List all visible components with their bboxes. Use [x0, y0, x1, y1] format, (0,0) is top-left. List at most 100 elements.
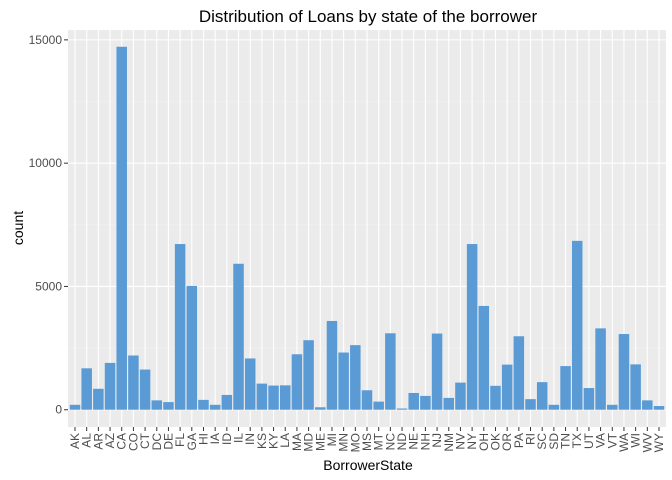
- bar-in: [244, 358, 256, 410]
- x-tick-label-md: MD: [302, 433, 316, 452]
- x-tick-label-ma: MA: [290, 433, 304, 451]
- y-tick-label: 10000: [29, 156, 63, 170]
- x-tick-label-mn: MN: [337, 433, 351, 452]
- x-tick-label-ia: IA: [208, 433, 222, 444]
- bar-mi: [326, 320, 338, 410]
- bar-sd: [548, 404, 560, 410]
- bar-ga: [186, 285, 198, 410]
- x-tick-label-ga: GA: [185, 433, 199, 450]
- x-tick-label-in: IN: [243, 433, 257, 445]
- x-tick-label-fl: FL: [173, 433, 187, 447]
- bar-ct: [139, 369, 151, 410]
- bar-ok: [490, 385, 501, 410]
- x-tick-label-oh: OH: [477, 433, 491, 451]
- y-axis-title: count: [10, 211, 26, 245]
- bar-me: [315, 407, 326, 410]
- x-tick-label-ca: CA: [115, 433, 129, 450]
- chart-title: Distribution of Loans by state of the bo…: [199, 7, 538, 26]
- bar-hi: [198, 399, 209, 410]
- x-tick-label-pa: PA: [512, 433, 526, 448]
- bar-ia: [209, 404, 221, 410]
- bars: [69, 46, 665, 410]
- bar-ma: [291, 354, 303, 410]
- bar-tx: [571, 240, 583, 410]
- x-tick-label-nc: NC: [383, 433, 397, 451]
- bar-de: [163, 402, 174, 410]
- x-tick-label-ri: RI: [524, 433, 538, 445]
- bar-ak: [69, 404, 81, 410]
- x-tick-label-ms: MS: [360, 433, 374, 451]
- x-tick-label-nj: NJ: [430, 433, 444, 448]
- bar-wi: [630, 364, 641, 410]
- x-tick-label-al: AL: [80, 433, 94, 448]
- x-tick-label-wi: WI: [629, 433, 643, 448]
- bar-mo: [350, 345, 361, 410]
- bar-oh: [478, 305, 490, 410]
- bar-id: [221, 394, 233, 410]
- bar-md: [303, 340, 314, 410]
- bar-ca: [116, 46, 127, 410]
- x-tick-label-ak: AK: [68, 433, 82, 449]
- x-tick-label-dc: DC: [150, 433, 164, 451]
- x-axis: AKALARAZCACOCTDCDEFLGAHIIAIDILINKSKYLAMA…: [68, 427, 666, 452]
- x-tick-label-nm: NM: [442, 433, 456, 452]
- x-tick-label-nv: NV: [453, 433, 467, 450]
- x-tick-label-ok: OK: [488, 433, 502, 450]
- x-tick-label-wy: WY: [652, 433, 666, 452]
- x-tick-label-ky: KY: [267, 433, 281, 449]
- x-tick-label-de: DE: [161, 433, 175, 450]
- x-tick-label-tx: TX: [570, 433, 584, 448]
- x-tick-label-va: VA: [594, 433, 608, 448]
- x-tick-label-la: LA: [278, 433, 292, 448]
- x-tick-label-mo: MO: [348, 433, 362, 452]
- x-tick-label-wv: WV: [640, 433, 654, 452]
- x-tick-label-wa: WA: [617, 433, 631, 452]
- x-tick-label-ks: KS: [255, 433, 269, 449]
- x-tick-label-sc: SC: [535, 433, 549, 450]
- y-tick-label: 0: [55, 403, 62, 417]
- bar-al: [81, 368, 92, 410]
- x-axis-title: BorrowerState: [323, 457, 413, 473]
- x-tick-label-az: AZ: [103, 433, 117, 448]
- bar-pa: [513, 336, 525, 410]
- bar-co: [128, 355, 139, 410]
- bar-tn: [560, 366, 571, 410]
- bar-ks: [256, 383, 268, 410]
- x-tick-label-vt: VT: [605, 432, 619, 448]
- x-tick-label-co: CO: [126, 433, 140, 451]
- x-tick-label-ar: AR: [91, 433, 105, 450]
- x-tick-label-or: OR: [500, 433, 514, 451]
- y-tick-label: 15000: [29, 33, 63, 47]
- y-tick-label: 5000: [35, 279, 62, 293]
- bar-wa: [618, 334, 630, 410]
- bar-nc: [385, 333, 396, 410]
- x-tick-label-hi: HI: [196, 433, 210, 445]
- bar-wv: [642, 400, 653, 410]
- bar-ar: [93, 388, 104, 410]
- bar-ri: [525, 399, 536, 410]
- bar-ny: [466, 244, 478, 410]
- x-tick-label-il: IL: [232, 433, 246, 443]
- bar-wy: [653, 406, 665, 410]
- bar-nv: [455, 382, 466, 410]
- bar-nj: [431, 333, 443, 410]
- bar-nd: [396, 408, 408, 410]
- x-tick-label-ne: NE: [407, 433, 421, 450]
- bar-mn: [338, 352, 349, 410]
- bar-az: [104, 362, 116, 410]
- bar-il: [233, 263, 244, 410]
- bar-vt: [607, 404, 618, 410]
- bar-la: [279, 385, 291, 410]
- bar-ms: [361, 390, 373, 410]
- x-tick-label-ct: CT: [138, 432, 152, 449]
- x-tick-label-mt: MT: [372, 432, 386, 450]
- bar-nm: [443, 397, 455, 410]
- bar-ut: [583, 388, 595, 410]
- x-tick-label-mi: MI: [325, 433, 339, 446]
- bar-va: [595, 328, 606, 410]
- bar-mt: [373, 401, 384, 410]
- bar-sc: [536, 382, 548, 410]
- y-axis: 0 5000 10000 15000: [29, 33, 68, 417]
- bar-or: [501, 364, 513, 410]
